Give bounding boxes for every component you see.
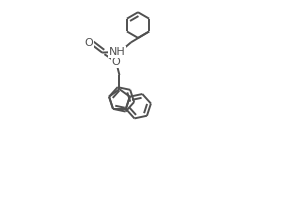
- Text: O: O: [112, 57, 121, 67]
- Text: O: O: [85, 38, 93, 48]
- Text: NH: NH: [109, 47, 125, 57]
